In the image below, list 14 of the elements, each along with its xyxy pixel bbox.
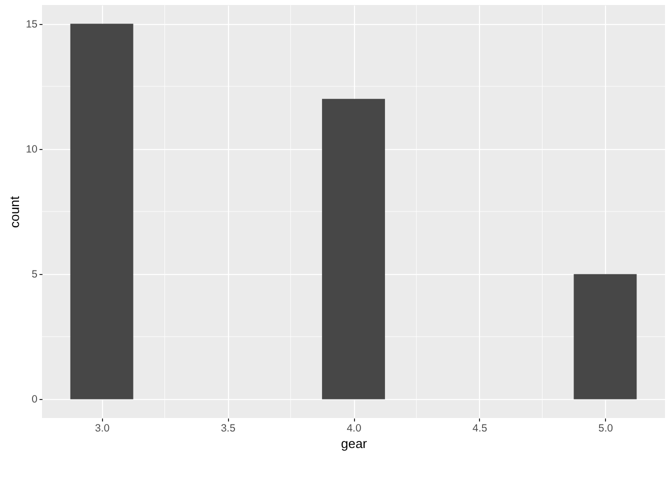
y-tick-label: 10 <box>26 143 38 156</box>
y-tick-label: 0 <box>32 394 38 406</box>
x-tick-label: 4.0 <box>346 422 362 434</box>
bar <box>70 24 134 400</box>
x-tick-label: 3.0 <box>94 422 110 434</box>
x-tick-label: 3.5 <box>220 422 236 434</box>
bar <box>322 98 385 400</box>
y-tick-label: 5 <box>32 268 38 281</box>
y-tick-label: 15 <box>26 18 38 30</box>
x-axis-title: gear <box>340 436 368 451</box>
x-tick-label: 5.0 <box>598 422 614 434</box>
x-tick-label: 4.5 <box>472 422 488 434</box>
y-axis-title: count <box>6 196 22 228</box>
bar <box>574 274 637 400</box>
